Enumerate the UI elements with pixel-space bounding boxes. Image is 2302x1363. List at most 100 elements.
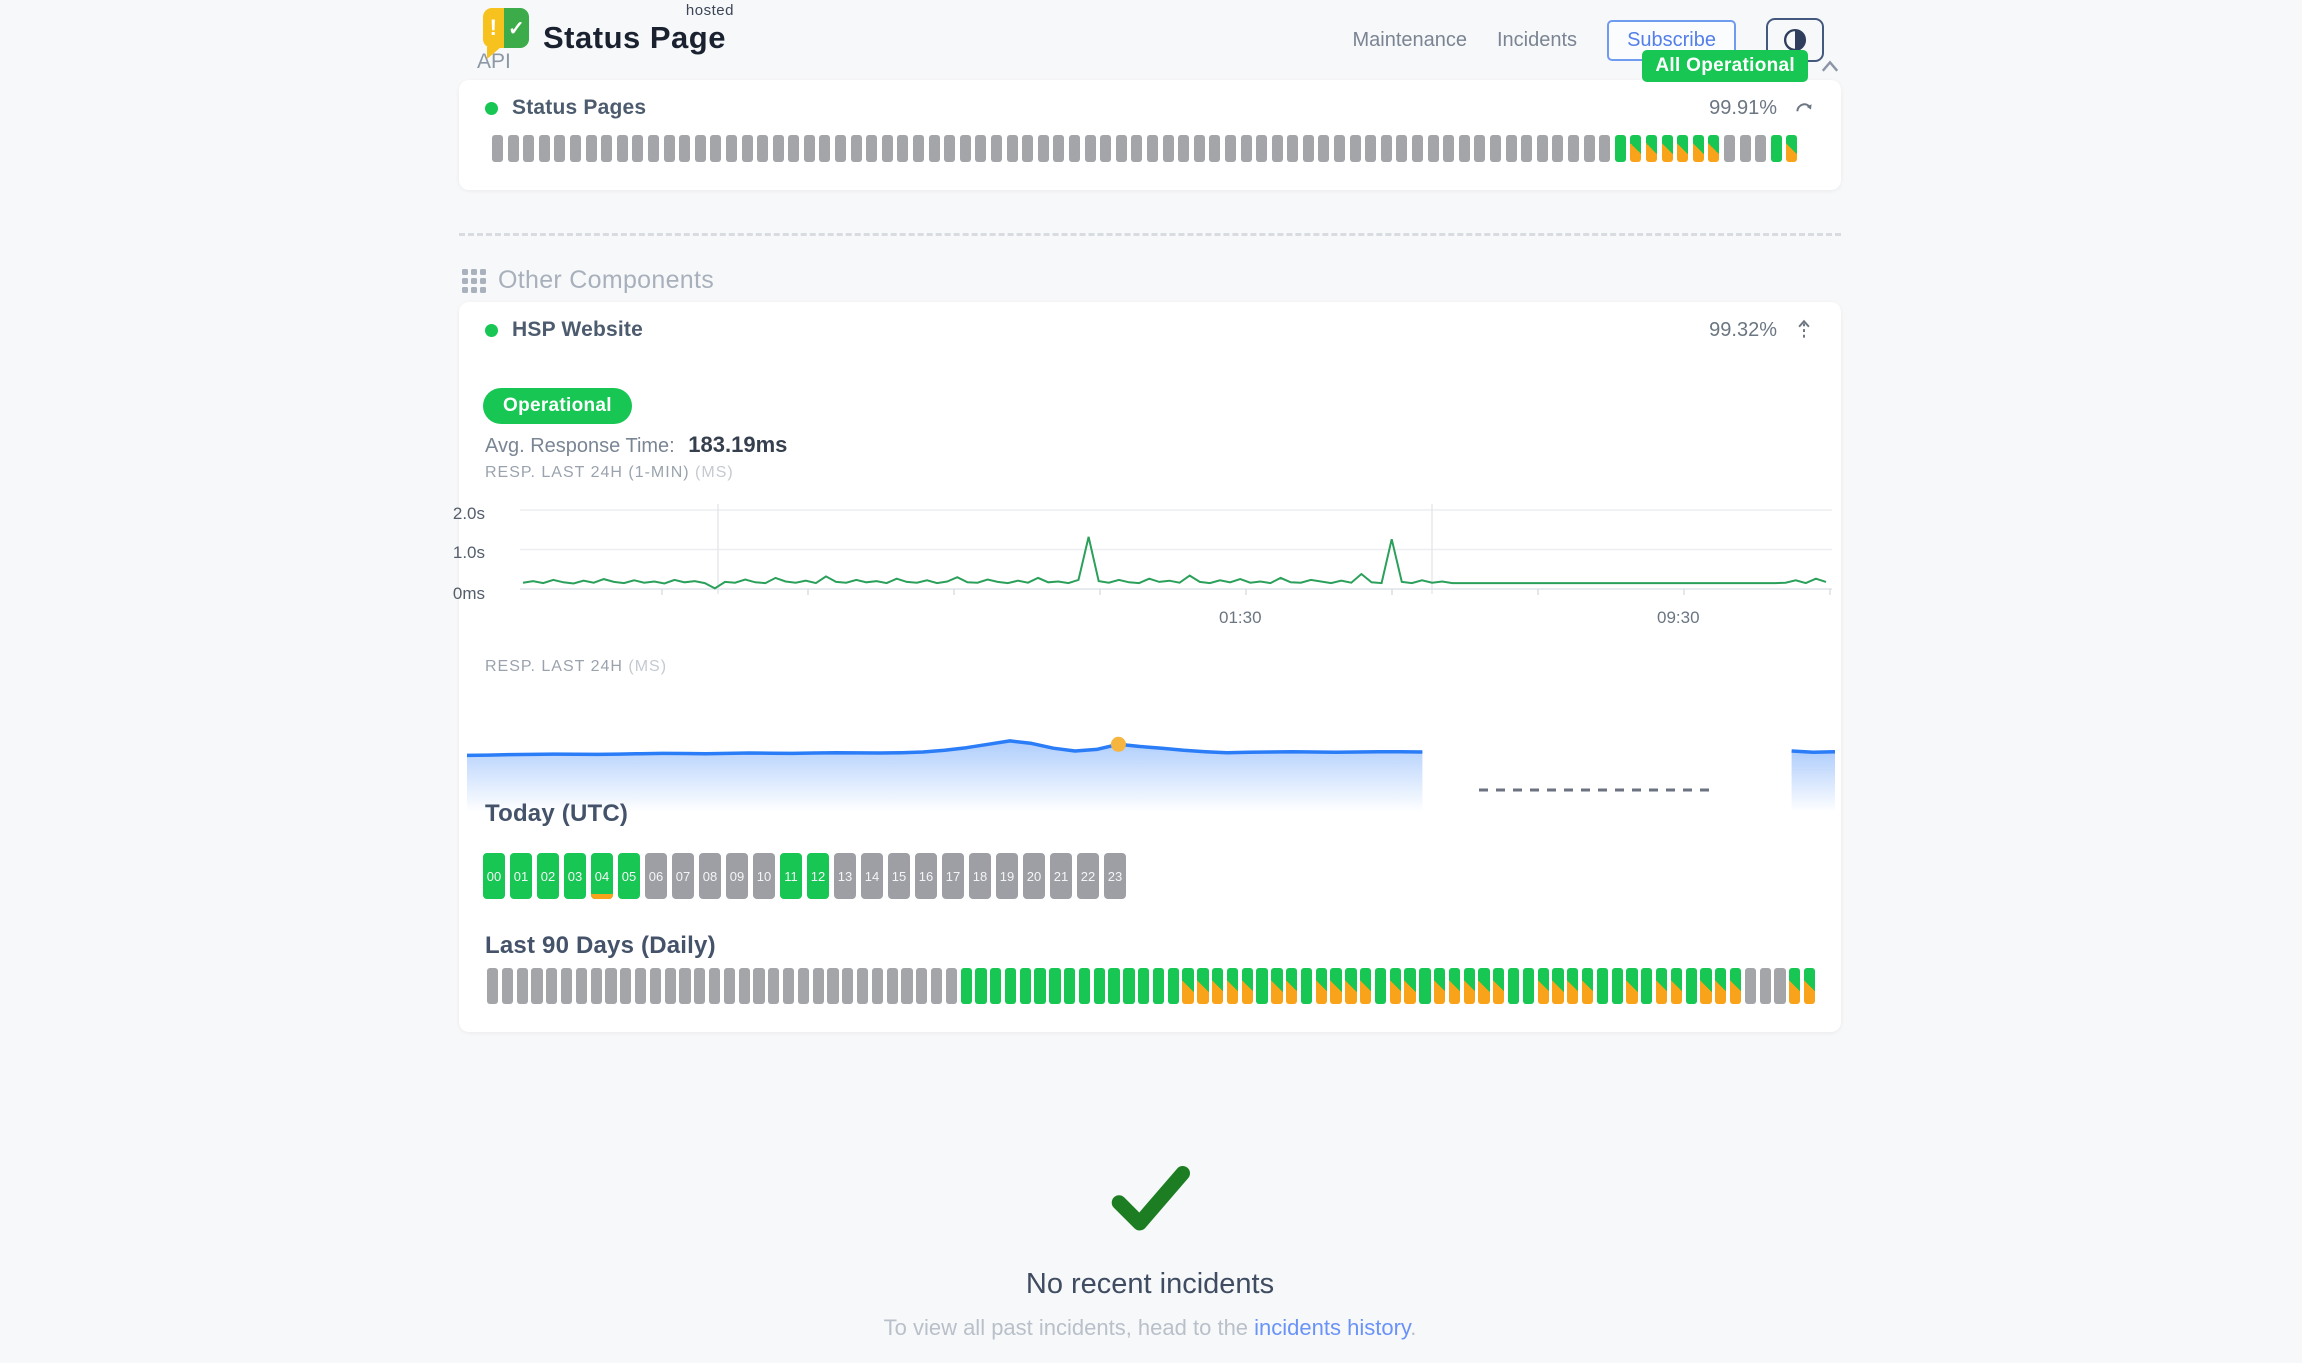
day-block[interactable] bbox=[901, 968, 913, 1004]
uptime-bar-block[interactable] bbox=[1505, 135, 1517, 162]
hour-block-01[interactable]: 01 bbox=[510, 853, 532, 899]
uptime-bar-block[interactable] bbox=[663, 135, 675, 162]
uptime-bar-block[interactable] bbox=[507, 135, 519, 162]
day-block[interactable] bbox=[990, 968, 1002, 1004]
day-block[interactable] bbox=[1034, 968, 1046, 1004]
day-block[interactable] bbox=[1596, 968, 1609, 1004]
uptime-bar-block[interactable] bbox=[1458, 135, 1470, 162]
day-block[interactable] bbox=[1641, 968, 1653, 1004]
uptime-bar-block[interactable] bbox=[1084, 135, 1096, 162]
uptime-bar-block[interactable] bbox=[1365, 135, 1377, 162]
day-block[interactable] bbox=[1522, 968, 1535, 1004]
day-block[interactable] bbox=[1004, 968, 1017, 1004]
day-block[interactable] bbox=[1226, 968, 1239, 1004]
day-block[interactable] bbox=[1049, 968, 1061, 1004]
day-block[interactable] bbox=[1123, 968, 1135, 1004]
day-block[interactable] bbox=[1729, 968, 1742, 1004]
uptime-bar-block[interactable] bbox=[835, 135, 847, 162]
uptime-bar-block[interactable] bbox=[1100, 135, 1112, 162]
uptime-bar-block[interactable] bbox=[897, 135, 909, 162]
uptime-bar-block[interactable] bbox=[679, 135, 691, 162]
day-block[interactable] bbox=[560, 968, 573, 1004]
day-block[interactable] bbox=[1138, 968, 1150, 1004]
response-area-chart[interactable] bbox=[466, 692, 1836, 812]
uptime-bar-block[interactable] bbox=[866, 135, 878, 162]
uptime-bar-block[interactable] bbox=[757, 135, 769, 162]
day-block[interactable] bbox=[1611, 968, 1623, 1004]
day-block[interactable] bbox=[975, 968, 987, 1004]
uptime-bar-block[interactable] bbox=[538, 135, 550, 162]
day-block[interactable] bbox=[1108, 968, 1120, 1004]
hour-block-02[interactable]: 02 bbox=[537, 853, 559, 899]
logo[interactable]: ! ✓ Status Page hosted bbox=[483, 2, 733, 59]
day-block[interactable] bbox=[753, 968, 765, 1004]
uptime-bar-block[interactable] bbox=[803, 135, 815, 162]
day-block[interactable] bbox=[1093, 968, 1105, 1004]
day-block[interactable] bbox=[1670, 968, 1683, 1004]
day-block[interactable] bbox=[886, 968, 898, 1004]
uptime-bar-block[interactable] bbox=[1146, 135, 1158, 162]
uptime-bar-block[interactable] bbox=[1723, 135, 1735, 162]
uptime-bar-block[interactable] bbox=[1240, 135, 1252, 162]
day-block[interactable] bbox=[1404, 968, 1416, 1004]
day-block[interactable] bbox=[620, 968, 632, 1004]
day-block[interactable] bbox=[1507, 968, 1520, 1004]
uptime-bar-block[interactable] bbox=[1536, 135, 1548, 162]
uptime-bar-block[interactable] bbox=[647, 135, 659, 162]
uptime-bar-block[interactable] bbox=[710, 135, 722, 162]
day-block[interactable] bbox=[1493, 968, 1505, 1004]
hour-block-05[interactable]: 05 bbox=[618, 853, 640, 899]
day-block[interactable] bbox=[487, 968, 499, 1004]
hour-block-13[interactable]: 13 bbox=[834, 853, 856, 899]
day-block[interactable] bbox=[1256, 968, 1268, 1004]
uptime-bar-block[interactable] bbox=[616, 135, 628, 162]
uptime-bar-block[interactable] bbox=[1287, 135, 1299, 162]
hour-block-09[interactable]: 09 bbox=[726, 853, 748, 899]
day-block[interactable] bbox=[1271, 968, 1283, 1004]
uptime-bar-block[interactable] bbox=[492, 135, 503, 162]
day-block[interactable] bbox=[1463, 968, 1475, 1004]
day-block[interactable] bbox=[1581, 968, 1594, 1004]
hour-block-00[interactable]: 00 bbox=[483, 853, 505, 899]
day-block[interactable] bbox=[634, 968, 647, 1004]
uptime-bar-block[interactable] bbox=[1614, 135, 1626, 162]
uptime-bar-block[interactable] bbox=[1053, 135, 1065, 162]
hour-block-14[interactable]: 14 bbox=[861, 853, 883, 899]
uptime-bar-block[interactable] bbox=[1178, 135, 1190, 162]
day-block[interactable] bbox=[812, 968, 824, 1004]
day-block[interactable] bbox=[738, 968, 750, 1004]
day-block[interactable] bbox=[694, 968, 706, 1004]
day-block[interactable] bbox=[1064, 968, 1076, 1004]
chevron-up-icon[interactable] bbox=[1818, 56, 1842, 76]
day-block[interactable] bbox=[546, 968, 558, 1004]
day-block[interactable] bbox=[1700, 968, 1712, 1004]
refresh-button[interactable] bbox=[1793, 97, 1815, 119]
uptime-bar-block[interactable] bbox=[1412, 135, 1424, 162]
uptime-bar-block[interactable] bbox=[1302, 135, 1314, 162]
response-line-chart[interactable] bbox=[520, 502, 1832, 599]
day-block[interactable] bbox=[871, 968, 884, 1004]
uptime-bar-block[interactable] bbox=[725, 135, 737, 162]
day-block[interactable] bbox=[1019, 968, 1031, 1004]
hour-block-11[interactable]: 11 bbox=[780, 853, 802, 899]
uptime-bar-block[interactable] bbox=[1022, 135, 1034, 162]
uptime-bar-block[interactable] bbox=[1349, 135, 1361, 162]
day-block[interactable] bbox=[1715, 968, 1727, 1004]
day-block[interactable] bbox=[1197, 968, 1209, 1004]
uptime-bar-block[interactable] bbox=[944, 135, 956, 162]
uptime-bar-block[interactable] bbox=[1162, 135, 1174, 162]
uptime-bar-block[interactable] bbox=[1427, 135, 1439, 162]
day-block[interactable] bbox=[1655, 968, 1668, 1004]
day-block[interactable] bbox=[664, 968, 676, 1004]
hour-block-10[interactable]: 10 bbox=[753, 853, 775, 899]
day-block[interactable] bbox=[856, 968, 869, 1004]
nav-maintenance[interactable]: Maintenance bbox=[1352, 28, 1467, 51]
day-block[interactable] bbox=[827, 968, 839, 1004]
hour-block-19[interactable]: 19 bbox=[996, 853, 1018, 899]
uptime-bar-block[interactable] bbox=[569, 135, 581, 162]
day-block[interactable] bbox=[945, 968, 957, 1004]
uptime-bar-block[interactable] bbox=[694, 135, 706, 162]
day-block[interactable] bbox=[708, 968, 721, 1004]
uptime-bar-block[interactable] bbox=[1599, 135, 1611, 162]
uptime-bar-block[interactable] bbox=[1209, 135, 1221, 162]
